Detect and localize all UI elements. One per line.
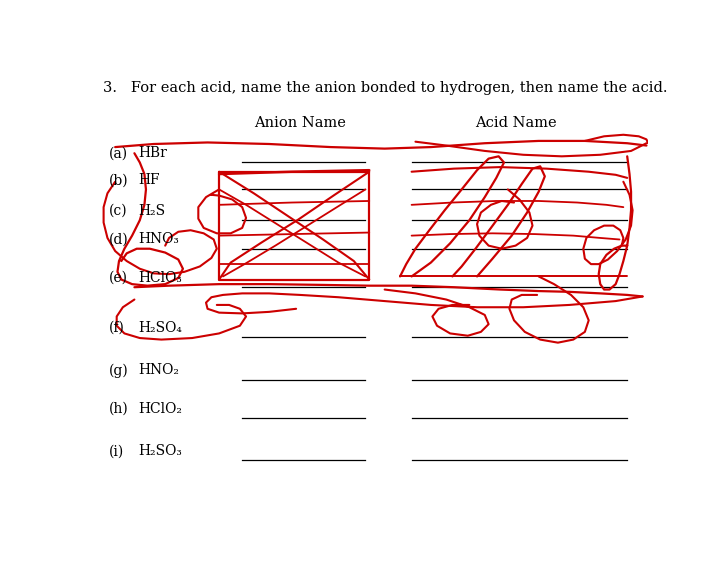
- Text: Anion Name: Anion Name: [254, 116, 346, 130]
- Text: (b): (b): [109, 173, 129, 187]
- Text: HClO₃: HClO₃: [138, 271, 182, 285]
- Text: H₂SO₄: H₂SO₄: [138, 321, 182, 335]
- Text: 3.   For each acid, name the anion bonded to hydrogen, then name the acid.: 3. For each acid, name the anion bonded …: [103, 81, 667, 95]
- Text: H₂SO₃: H₂SO₃: [138, 444, 182, 458]
- Text: (f): (f): [109, 321, 125, 335]
- Text: Acid Name: Acid Name: [475, 116, 557, 130]
- Text: HF: HF: [138, 173, 160, 187]
- Text: HBr: HBr: [138, 146, 167, 160]
- Text: HClO₂: HClO₂: [138, 402, 182, 416]
- Text: (d): (d): [109, 232, 129, 246]
- Text: HNO₃: HNO₃: [138, 232, 179, 246]
- Text: (c): (c): [109, 204, 128, 218]
- Text: H₂S: H₂S: [138, 204, 165, 218]
- Text: (g): (g): [109, 363, 129, 378]
- Text: HNO₂: HNO₂: [138, 363, 179, 377]
- Text: (h): (h): [109, 402, 129, 416]
- Text: (a): (a): [109, 146, 128, 160]
- Text: (i): (i): [109, 444, 124, 458]
- Text: (e): (e): [109, 271, 128, 285]
